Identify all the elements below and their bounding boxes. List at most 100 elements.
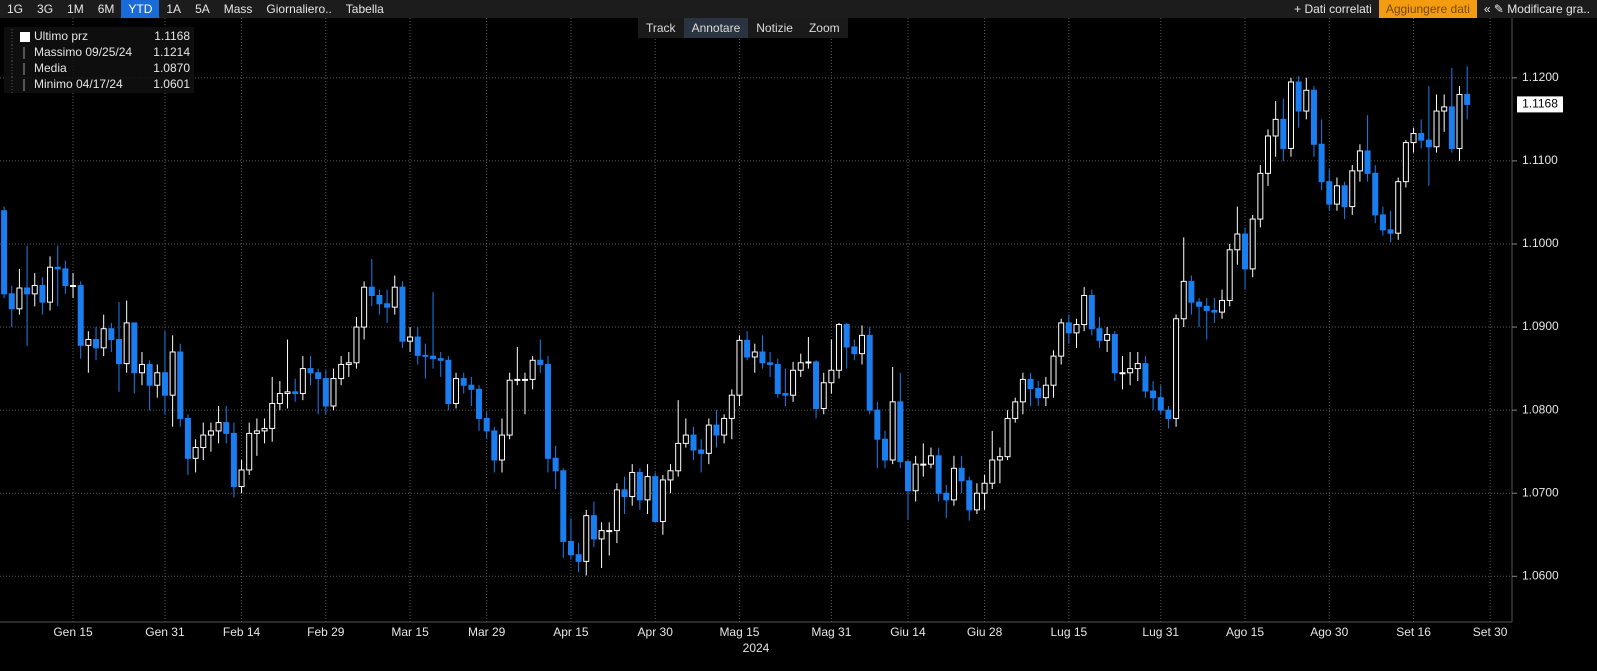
candle-body [476,388,483,419]
legend-box [4,27,194,93]
candle-body [437,358,444,361]
toolbar-button[interactable]: + Dati correlati [1294,2,1372,16]
x-tick-label: Feb 14 [223,625,261,639]
candle-body [1127,368,1134,374]
candle-body [866,334,873,411]
candle-body [1410,132,1417,144]
candle-body [322,378,329,407]
candle-body [506,379,513,436]
tool-button[interactable]: Annotare [683,18,749,38]
candle-body [169,351,176,396]
candle-body [85,339,92,346]
candle-body [636,471,643,501]
candle-body [851,346,858,355]
candle-body [836,324,843,371]
candle-body [744,339,751,358]
toolbar-button[interactable]: Mass [223,2,253,16]
legend-label: Media [34,61,67,75]
candle-body [1272,118,1279,137]
candle-body [1326,181,1333,205]
toolbar-button[interactable]: 1M [67,2,84,16]
tool-button[interactable]: Zoom [808,21,840,35]
candle-body [361,286,368,328]
candle-body [376,294,383,305]
candle-body [889,401,896,461]
candle-body [598,530,605,540]
candle-body [575,554,582,562]
candle-body [560,470,567,542]
candle-body [1188,280,1195,303]
candle-body [728,394,735,419]
candle-body [353,326,360,364]
last-price-tag [1517,96,1563,113]
candle-body [123,322,130,365]
candle-body [1464,93,1471,105]
candle-body [667,470,674,481]
toolbar-button[interactable]: 3G [37,2,54,16]
candle-body [284,391,291,395]
candle-body [843,324,850,348]
toolbar-button[interactable]: 1A [166,2,182,16]
y-tick-label: 1.0900 [1522,319,1559,333]
legend-swatch [20,32,30,42]
candle-body [16,287,23,310]
tool-button[interactable]: Notizie [756,21,793,35]
x-tick-label: Lug 15 [1050,625,1087,639]
candle-body [299,368,306,395]
candle-body [1165,409,1172,419]
candle-body [1134,363,1141,370]
candle-body [759,351,766,364]
candle-body [345,362,352,365]
candle-body [767,362,774,365]
candle-body [62,268,69,287]
candle-body [39,285,46,303]
candle-body [882,438,888,461]
candle-body [292,391,299,395]
candle-body [1042,384,1049,399]
toolbar-button[interactable]: Giornaliero.. [266,2,332,16]
candle-body [1027,378,1034,390]
candle-body [54,266,61,270]
candle-body [307,368,314,374]
candle-body [1280,118,1287,149]
legend-label: Minimo 04/17/24 [34,77,123,91]
toolbar-button[interactable]: « ✎ Modificare gra.. [1483,2,1590,16]
y-tick-label: 1.0600 [1522,568,1559,582]
toolbar-button[interactable]: Aggiungere dati [1378,0,1477,18]
candle-body [384,303,391,308]
candle-body [207,430,214,436]
candle-body [1379,214,1386,231]
candle-body [1441,106,1448,112]
candle-body [690,434,697,451]
candle-body [797,362,804,371]
candle-body [192,447,199,459]
candle-body [93,339,100,349]
candle-body [1226,249,1233,301]
x-tick-label: Set 30 [1473,625,1508,639]
candle-body [1142,363,1149,392]
toolbar-button[interactable]: YTD [121,0,160,18]
candle-body [269,402,276,429]
candle-body [943,492,950,501]
tool-button[interactable]: Track [646,21,676,35]
candle-body [315,372,322,380]
toolbar-button[interactable]: 1G [7,2,24,16]
candle-body [31,285,38,295]
candle-body [583,515,590,562]
candle-body [1119,372,1126,375]
candle-body [1081,294,1088,326]
candle-body [1349,170,1356,208]
candle-body [1157,397,1164,411]
candle-body [161,372,168,396]
legend-value: 1.1168 [154,29,190,43]
toolbar-button[interactable]: 6M [97,2,115,16]
candle-body [246,432,253,471]
x-tick-label: Mag 15 [719,625,759,639]
candle-body [1456,93,1463,149]
candle-body [950,467,957,501]
toolbar-button[interactable]: 5A [195,2,210,16]
toolbar-button[interactable]: Tabella [345,2,384,16]
candle-body [1203,305,1210,311]
